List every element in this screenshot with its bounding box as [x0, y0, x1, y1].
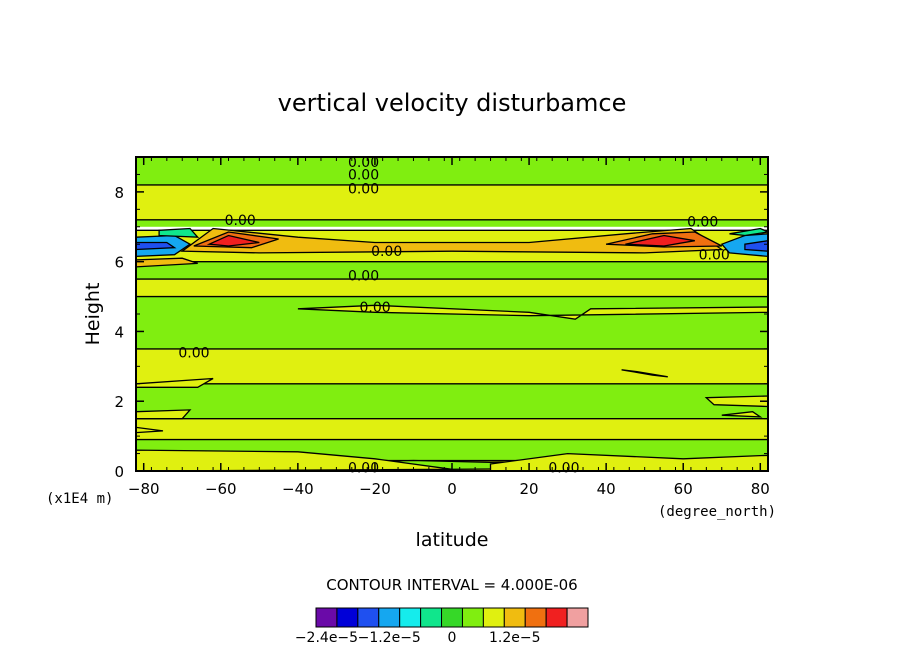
- contour-labels: 0.000.000.000.000.000.000.000.000.000.00…: [178, 155, 729, 476]
- y-tick-label-2: 4: [114, 323, 124, 341]
- contour-label-3: 0.00: [225, 213, 256, 229]
- colorbar-swatch-0: [315, 607, 338, 628]
- colorbar-swatch-6: [441, 607, 463, 628]
- contour-label-10: 0.00: [348, 461, 379, 477]
- contour-feature-5: [136, 257, 198, 268]
- contour-label-5: 0.00: [348, 269, 379, 285]
- x-axis-label: latitude: [416, 529, 489, 551]
- axes: −80 −60 −40 −20 0 20 40 60 80 0 2 4 6 8: [114, 157, 770, 498]
- contour-band-1: [136, 184, 768, 220]
- contour-feature-2: [206, 234, 260, 247]
- colorbar-swatch-12: [566, 607, 589, 628]
- colorbar-label-1: −1.2e−5: [358, 630, 421, 646]
- contour-feature-12: [297, 304, 768, 320]
- x-tick-label-8: 80: [751, 480, 770, 498]
- contour-feature-14: [621, 369, 668, 378]
- colorbar-swatch-10: [524, 607, 547, 628]
- contour-feature-21: [489, 452, 768, 471]
- colorbar-swatch-2: [357, 607, 380, 628]
- y-axis-label: Height: [82, 283, 104, 346]
- colorbar-label-2: 0: [448, 630, 457, 646]
- contour-feature-7: [136, 241, 177, 251]
- contour-fill-layer: [136, 157, 768, 471]
- x-axis-units: (degree_north): [658, 504, 776, 520]
- contour-feature-8: [158, 227, 200, 238]
- x-tick-label-7: 60: [674, 480, 693, 498]
- contour-label-4: 0.00: [371, 244, 402, 260]
- contour-feature-18: [136, 409, 192, 420]
- contour-feature-19: [136, 426, 164, 434]
- contour-label-9: 0.00: [699, 248, 730, 264]
- contour-label-1: 0.00: [348, 167, 379, 183]
- contour-interval-label: CONTOUR INTERVAL = 4.000E-06: [326, 576, 577, 594]
- contour-band-5: [136, 279, 768, 297]
- contour-band-4: [136, 261, 768, 280]
- contour-feature-11: [729, 227, 768, 237]
- x-tick-label-6: 40: [597, 480, 616, 498]
- x-tick-label-1: −60: [205, 480, 237, 498]
- colorbar-swatch-11: [545, 607, 568, 628]
- x-tick-label-3: −20: [359, 480, 391, 498]
- contour-band-6: [136, 296, 768, 349]
- chart-title: vertical velocity disturbamce: [278, 89, 627, 117]
- contour-feature-0: [180, 227, 724, 254]
- contour-label-8: 0.00: [687, 215, 718, 231]
- contour-label-6: 0.00: [360, 300, 391, 316]
- colorbar-labels: −2.4e−5 −1.2e−5 0 1.2e−5: [295, 630, 541, 646]
- y-tick-label-4: 8: [114, 184, 124, 202]
- contour-label-11: 0.00: [548, 461, 579, 477]
- contour-feature-22: [136, 449, 453, 471]
- contour-band-8: [136, 383, 768, 419]
- colorbar-label-3: 1.2e−5: [489, 630, 541, 646]
- contour-label-0: 0.00: [348, 155, 379, 171]
- colorbar: [315, 607, 589, 628]
- y-axis-units: (x1E4 m): [46, 491, 113, 507]
- contour-label-7: 0.00: [178, 345, 209, 361]
- y-tick-label-1: 2: [114, 393, 124, 411]
- contour-label-2: 0.00: [348, 181, 379, 197]
- contour-feature-16: [704, 395, 768, 408]
- x-tick-label-0: −80: [128, 480, 160, 498]
- contour-band-7: [136, 348, 768, 384]
- contour-feature-4: [625, 234, 695, 247]
- contour-feature-17: [721, 411, 763, 418]
- y-tick-label-0: 0: [114, 463, 124, 481]
- colorbar-swatch-5: [420, 607, 443, 628]
- contour-band-2: [136, 219, 768, 227]
- y-tick-label-3: 6: [114, 254, 124, 272]
- colorbar-swatch-8: [482, 607, 505, 628]
- colorbar-swatch-4: [399, 607, 422, 628]
- x-tick-label-5: 20: [520, 480, 539, 498]
- contour-band-9: [136, 418, 768, 440]
- colorbar-swatch-7: [461, 607, 484, 628]
- contour-feature-10: [744, 240, 768, 252]
- colorbar-swatch-1: [336, 607, 359, 628]
- colorbar-swatch-9: [503, 607, 526, 628]
- contour-feature-15: [136, 377, 214, 388]
- x-tick-label-2: −40: [282, 480, 314, 498]
- colorbar-label-0: −2.4e−5: [295, 630, 358, 646]
- colorbar-swatch-3: [378, 607, 401, 628]
- x-tick-label-4: 0: [447, 480, 457, 498]
